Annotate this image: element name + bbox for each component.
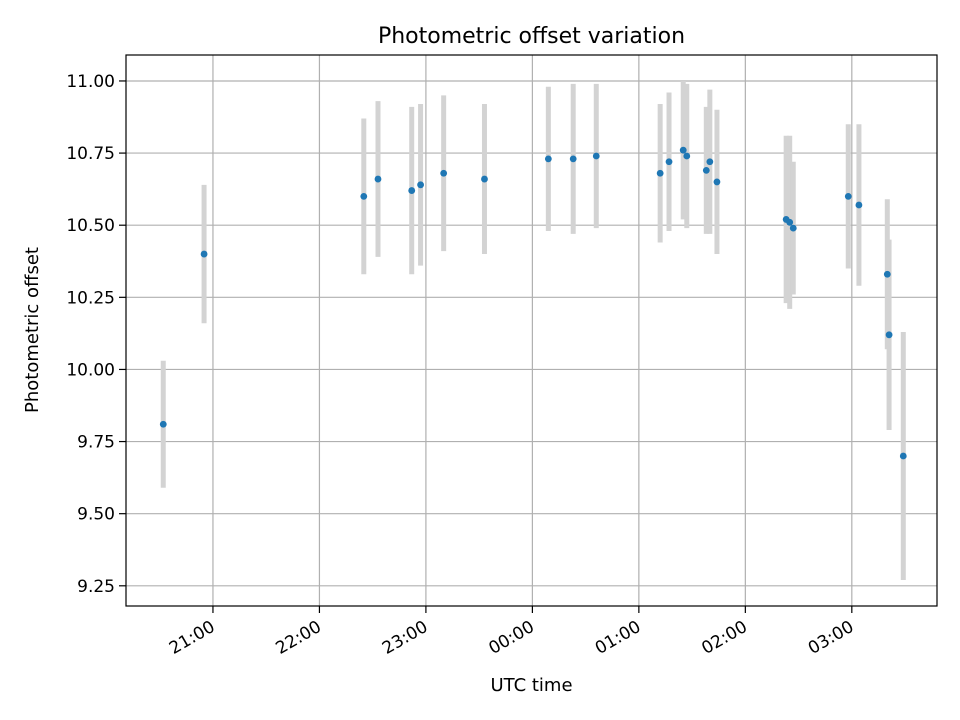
x-tick-label: 21:00 (166, 617, 218, 659)
x-tick-label: 03:00 (805, 617, 857, 659)
data-point (883, 270, 891, 278)
data-point (374, 175, 382, 183)
data-point (665, 158, 673, 166)
data-point (481, 175, 488, 183)
x-tick-label: 00:00 (485, 617, 537, 659)
y-axis-label: Photometric offset (22, 247, 43, 413)
data-point (713, 178, 721, 186)
x-tick-label: 01:00 (592, 617, 644, 659)
data-point (569, 155, 577, 163)
data-point (706, 158, 714, 166)
x-tick-label: 23:00 (379, 617, 431, 659)
data-point (417, 181, 424, 189)
data-point (544, 155, 552, 163)
data-point (592, 152, 600, 160)
y-tick-label: 9.75 (77, 433, 115, 453)
data-point (885, 331, 893, 339)
data-point (440, 169, 448, 177)
plot-area-frame (125, 54, 938, 607)
data-point (786, 218, 794, 226)
x-axis: 21:00 22:00 23:00 00:00 01:00 02:00 03:00 (166, 606, 857, 659)
y-axis: 9.25 9.50 9.75 10.00 10.25 10.50 10.75 11.00 (66, 72, 126, 597)
data-point (656, 169, 664, 177)
y-tick-label: 10.00 (66, 360, 115, 380)
data-point (844, 192, 852, 200)
y-tick-label: 11.00 (66, 72, 115, 92)
data-point (408, 187, 416, 194)
x-tick-label: 02:00 (698, 617, 750, 659)
data-point (360, 192, 368, 200)
grid-layer (126, 55, 937, 606)
data-point (679, 146, 687, 154)
x-axis-label: UTC time (490, 675, 572, 696)
data-point (789, 224, 797, 232)
point-layer (159, 146, 907, 460)
y-tick-label: 9.50 (77, 505, 115, 525)
y-tick-label: 10.50 (66, 216, 115, 236)
y-tick-label: 10.25 (66, 288, 115, 308)
x-tick-label: 22:00 (272, 617, 324, 659)
y-tick-label: 9.25 (77, 577, 115, 597)
data-point (702, 166, 710, 174)
errorbar-layer (160, 80, 906, 581)
y-tick-label: 10.75 (66, 144, 115, 164)
data-point (683, 152, 691, 160)
data-point (159, 420, 167, 428)
data-point (899, 452, 907, 460)
data-point (200, 250, 208, 258)
chart-title: Photometric offset variation (378, 24, 685, 49)
data-point (855, 201, 863, 209)
